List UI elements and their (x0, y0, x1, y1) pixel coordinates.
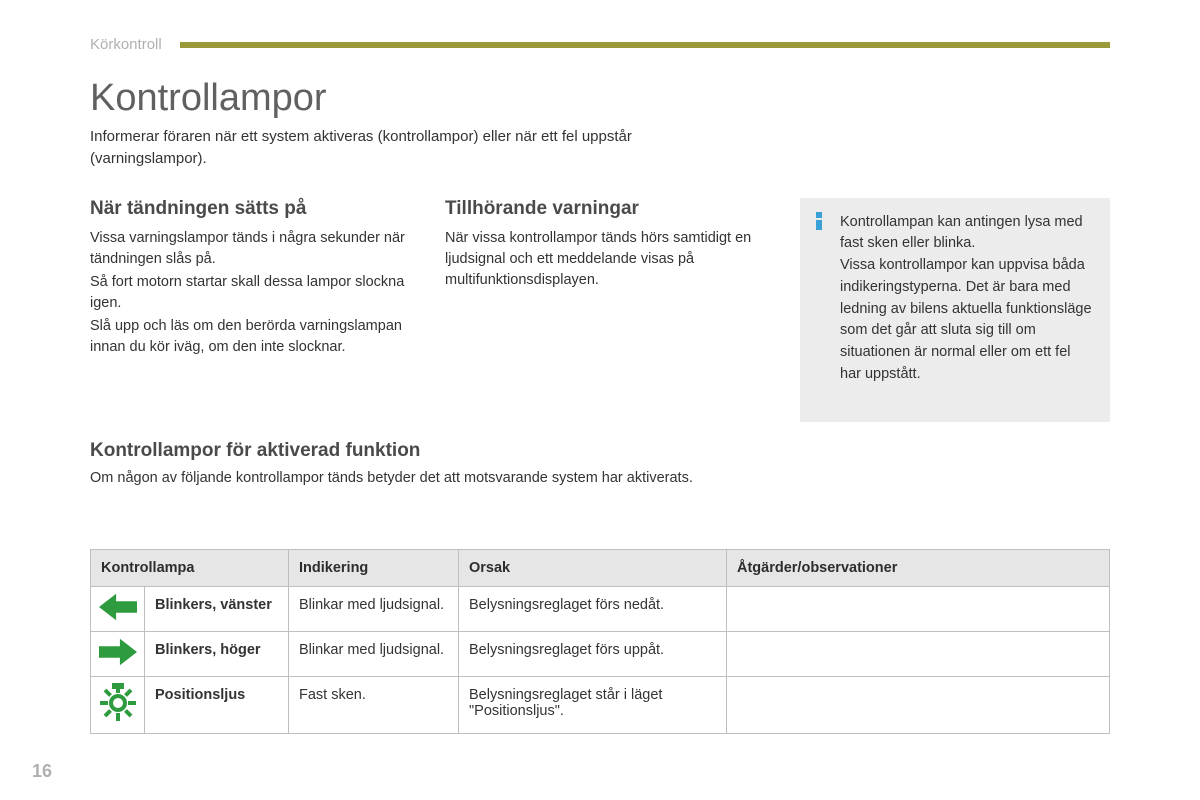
lamp-icon-cell (91, 631, 145, 676)
ignition-body: Vissa varningslampor tänds i några sekun… (90, 228, 427, 358)
activated-heading: Kontrollampor för aktiverad funktion (90, 440, 1110, 462)
lamp-indication: Blinkar med ljudsignal. (289, 631, 459, 676)
lamp-action (727, 631, 1110, 676)
lamp-action (727, 586, 1110, 631)
th-indication: Indikering (289, 549, 459, 586)
lamp-action (727, 676, 1110, 733)
table-row: Blinkers, vänster Blinkar med ljudsignal… (91, 586, 1110, 631)
th-cause: Orsak (459, 549, 727, 586)
top-accent-bar (180, 42, 1110, 48)
lamp-name: Blinkers, vänster (145, 586, 289, 631)
activated-section: Kontrollampor för aktiverad funktion Om … (90, 440, 1110, 489)
lamp-cause: Belysningsreglaget förs nedåt. (459, 586, 727, 631)
column-ignition: När tändningen sätts på Vissa varningsla… (90, 198, 427, 422)
warnings-body: När vissa kontrollampor tänds hörs samti… (445, 228, 782, 291)
lamp-indication: Blinkar med ljudsignal. (289, 586, 459, 631)
ignition-heading: När tändningen sätts på (90, 198, 427, 220)
lamp-name: Blinkers, höger (145, 631, 289, 676)
arrow-left-icon (99, 593, 137, 621)
header-area: Körkontroll (90, 36, 1110, 53)
column-info: Kontrollampan kan antingen lysa med fast… (800, 198, 1110, 422)
warnings-heading: Tillhörande varningar (445, 198, 782, 220)
warnings-p1: När vissa kontrollampor tänds hörs samti… (445, 228, 782, 291)
ignition-p1: Vissa varningslampor tänds i några sekun… (90, 228, 427, 270)
lamp-icon-cell (91, 676, 145, 733)
th-action: Åtgärder/observationer (727, 549, 1110, 586)
arrow-right-icon (99, 638, 137, 666)
table-row: Blinkers, höger Blinkar med ljudsignal. … (91, 631, 1110, 676)
infobox-p2: Vissa kontrollampor kan uppvisa båda ind… (840, 255, 1092, 386)
info-box: Kontrollampan kan antingen lysa med fast… (800, 198, 1110, 422)
lamp-icon-cell (91, 586, 145, 631)
lamp-cause: Belysningsreglaget står i läget "Positio… (459, 676, 727, 733)
page-number: 16 (32, 761, 52, 782)
infobox-p1: Kontrollampan kan antingen lysa med fast… (840, 212, 1092, 256)
section-label: Körkontroll (90, 36, 162, 53)
position-light-icon (98, 683, 138, 723)
th-lamp: Kontrollampa (91, 549, 289, 586)
column-warnings: Tillhörande varningar När vissa kontroll… (445, 198, 782, 422)
ignition-p2: Så fort motorn startar skall dessa lampo… (90, 272, 427, 314)
content-columns: När tändningen sätts på Vissa varningsla… (90, 198, 1110, 422)
table-row: Positionsljus Fast sken. Belysningsregla… (91, 676, 1110, 733)
lamp-cause: Belysningsreglaget förs uppåt. (459, 631, 727, 676)
intro-text: Informerar föraren när ett system aktive… (90, 126, 710, 170)
activated-p1: Om någon av följande kontrollampor tänds… (90, 468, 1110, 489)
info-icon (816, 212, 822, 230)
page-title: Kontrollampor (90, 77, 1110, 120)
lamp-name: Positionsljus (145, 676, 289, 733)
lamp-indication: Fast sken. (289, 676, 459, 733)
indicator-lamp-table: Kontrollampa Indikering Orsak Åtgärder/o… (90, 549, 1110, 734)
table-header-row: Kontrollampa Indikering Orsak Åtgärder/o… (91, 549, 1110, 586)
ignition-p3: Slå upp och läs om den berörda varningsl… (90, 316, 427, 358)
